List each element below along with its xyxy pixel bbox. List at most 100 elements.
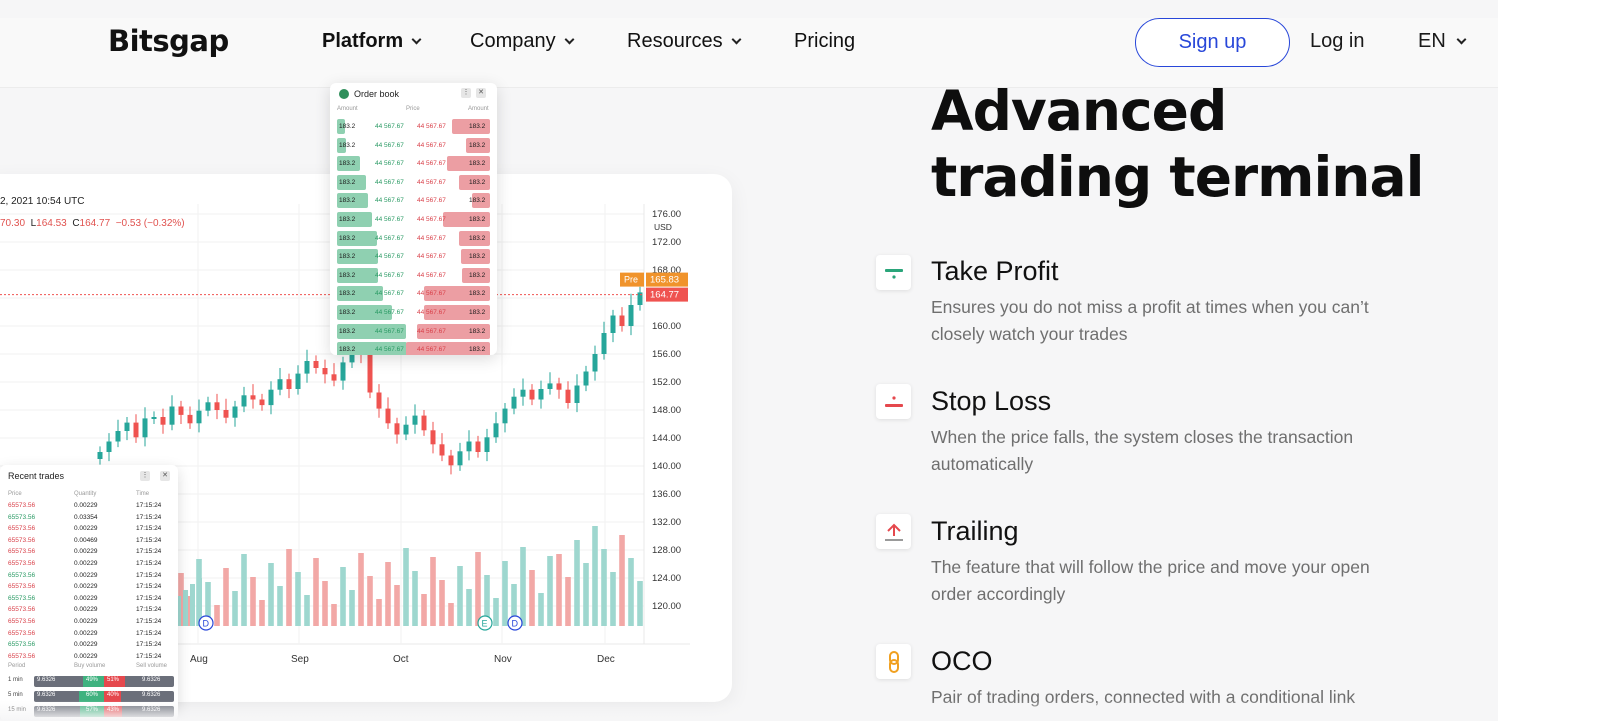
candle-body: [340, 362, 346, 381]
trade-time: 17:15:24: [136, 618, 162, 625]
feature-desc-stop-loss: When the price falls, the system closes …: [931, 427, 1354, 474]
trade-quantity: 0.00229: [74, 502, 98, 509]
volume-bar: [448, 603, 454, 626]
orderbook-row[interactable]: 183.2 44 567.67 44 567.67 183.2: [337, 267, 490, 283]
buy-depth-bar: [337, 193, 368, 209]
feature-title-stop-loss: Stop Loss: [931, 386, 1052, 416]
orderbook-amount-right: 183.2: [469, 290, 486, 298]
sell-depth-bar: [451, 119, 490, 134]
orderbook-row[interactable]: 183.2 44 567.67 44 567.67 183.2: [337, 156, 490, 172]
candle-body: [133, 422, 139, 438]
orderbook-row[interactable]: 183.2 44 567.67 44 567.67 183.2: [337, 286, 490, 302]
event-marker-icon: [198, 615, 214, 631]
orderbook-amount-left: 183.2: [339, 346, 356, 354]
price-axis-label: 136.00: [652, 489, 681, 500]
candle-body: [295, 373, 301, 389]
feature-desc-trailing: The feature that will follow the price a…: [931, 557, 1370, 604]
trade-row: 65573.56 0.00229 17:15:24: [8, 618, 170, 630]
recent-trades-panel[interactable]: Recent trades ⋮ ✕ Price Quantity Time 65…: [0, 465, 178, 721]
orderbook-row[interactable]: 183.2 44 567.67 44 567.67 183.2: [337, 137, 490, 153]
ohlc-close: 164.77: [79, 218, 111, 229]
event-marker-label: E: [482, 619, 488, 629]
nav-pricing[interactable]: Pricing: [794, 30, 855, 53]
orderbook-amount-left: 183.2: [339, 123, 356, 130]
volume-buy-value: 9.6326: [37, 677, 56, 683]
volume-bar: [394, 585, 400, 626]
nav-pricing-label: Pricing: [794, 30, 856, 52]
event-marker-label: D: [203, 619, 210, 629]
orderbook-row[interactable]: 183.2 44 567.67 44 567.67 183.2: [337, 305, 490, 320]
volume-bar: [331, 604, 337, 626]
ohlc-change: −0.53 (−0.32%): [115, 218, 185, 229]
trade-time: 17:15:24: [136, 594, 162, 602]
candle-body: [205, 402, 211, 411]
orderbook-row[interactable]: 183.2 44 567.67 44 567.67 183.2: [337, 174, 490, 190]
candlestick-chart[interactable]: 176.00172.00168.00164.00160.00156.00152.…: [0, 174, 732, 702]
chevron-down-icon: [1456, 34, 1467, 45]
login-link[interactable]: Log in: [1310, 30, 1365, 52]
orderbook-price-left: 44 567.67: [375, 290, 404, 298]
sell-depth-bar: [405, 342, 490, 355]
orderbook-price-left: 44 567.67: [375, 327, 404, 335]
buy-depth-bar: [337, 156, 360, 172]
candle-body: [304, 361, 310, 374]
candle-body: [529, 389, 535, 400]
candle-body: [196, 410, 202, 424]
candle-body: [619, 315, 625, 326]
orderbook-row[interactable]: 183.2 44 567.67 44 567.67 183.2: [337, 119, 490, 134]
sell-depth-bar: [442, 212, 490, 227]
orderbook-amount-right: 183.2: [469, 197, 486, 205]
trade-time: 17:15:24: [136, 525, 162, 533]
trade-quantity: 0.00229: [74, 641, 98, 649]
nav-platform[interactable]: Platform: [322, 30, 422, 53]
close-icon[interactable]: ✕: [476, 88, 486, 98]
feature-title-take-profit: Take Profit: [931, 256, 1059, 286]
volume-bar: [484, 575, 490, 626]
orderbook-row[interactable]: 183.2 44 567.67 44 567.67 183.2: [337, 249, 490, 265]
candle-body: [286, 379, 292, 389]
panel-settings-icon[interactable]: ⋮: [140, 471, 150, 481]
orderbook-amount-left: 183.2: [339, 141, 356, 149]
close-icon[interactable]: ✕: [160, 471, 170, 481]
buy-depth-bar: [337, 119, 345, 134]
orderbook-panel[interactable]: Order book ⋮ ✕ Amount Price Amount 183.2…: [330, 83, 497, 355]
sell-volume-fill: [104, 691, 121, 702]
chevron-down-icon: [564, 34, 575, 45]
trades-header-price: Price: [8, 491, 22, 497]
language-selector[interactable]: EN: [1418, 30, 1467, 53]
orderbook-amount-left: 183.2: [339, 253, 356, 261]
volume-bar: [601, 549, 607, 626]
trade-row: 65573.56 0.00229 17:15:24: [8, 572, 170, 584]
candle-body: [412, 415, 418, 425]
candle-body: [556, 383, 562, 390]
orderbook-row[interactable]: 183.2 44 567.67 44 567.67 183.2: [337, 342, 490, 355]
pre-price-badge: [646, 272, 688, 287]
buy-volume-fill: [83, 676, 104, 687]
trade-time: 17:15:24: [136, 548, 162, 556]
candle-body: [403, 424, 409, 435]
orderbook-amount-left: 183.2: [339, 197, 356, 205]
orderbook-amount-right: 183.2: [469, 160, 486, 168]
orderbook-row[interactable]: 183.2 44 567.67 44 567.67 183.2: [337, 212, 490, 227]
candle-body: [385, 408, 391, 424]
orderbook-price-left: 44 567.67: [375, 160, 404, 168]
orderbook-amount-right: 183.2: [469, 216, 486, 223]
sell-depth-bar: [424, 286, 490, 302]
orderbook-row[interactable]: 183.2 44 567.67 44 567.67 183.2: [337, 193, 490, 209]
panel-settings-icon[interactable]: ⋮: [461, 88, 471, 98]
trade-quantity: 0.03354: [74, 513, 98, 521]
trade-row: 65573.56 0.00229 17:15:24: [8, 630, 170, 642]
candle-body: [187, 414, 193, 424]
price-axis-label: 120.00: [652, 601, 681, 612]
volume-bar: [268, 563, 274, 626]
nav-company[interactable]: Company: [470, 30, 575, 53]
nav-resources[interactable]: Resources: [627, 30, 742, 53]
orderbook-row[interactable]: 183.2 44 567.67 44 567.67 183.2: [337, 230, 490, 246]
orderbook-row[interactable]: 183.2 44 567.67 44 567.67 183.2: [337, 323, 490, 339]
headline-line-2: trading terminal: [931, 145, 1424, 209]
candle-body: [502, 408, 508, 424]
trade-row: 65573.56 0.00469 17:15:24: [8, 537, 170, 549]
bitsgap-logo[interactable]: Bitsgap: [108, 24, 229, 58]
trade-price: 65573.56: [8, 641, 36, 649]
signup-button[interactable]: Sign up: [1135, 18, 1290, 67]
